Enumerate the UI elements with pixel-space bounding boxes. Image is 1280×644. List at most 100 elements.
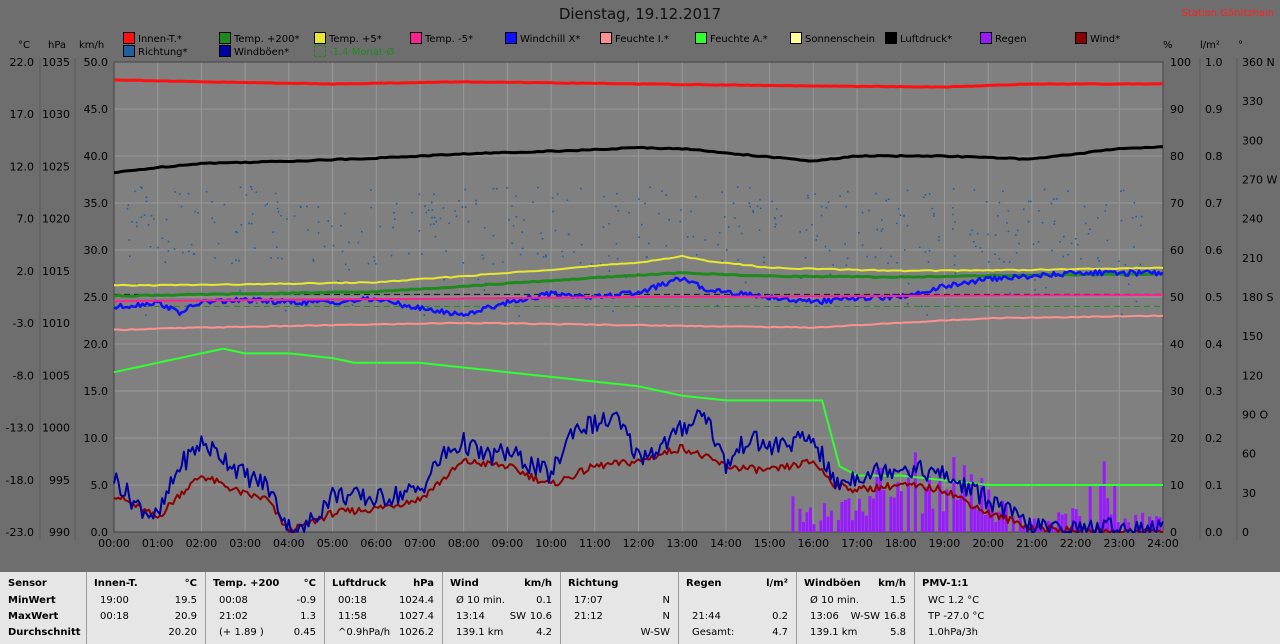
- direction-point: [511, 205, 513, 207]
- weather-chart: 22.0 17.0 12.0 7.0 2.0 -3.0 -8.0 -13.0 -18.0 -23.…: [6, 56, 1278, 550]
- stats-time: 139.1 km: [456, 627, 504, 638]
- direction-point: [443, 278, 446, 281]
- wind-tick-label: 50.0: [84, 56, 109, 69]
- direction-point: [433, 223, 435, 225]
- direction-point: [725, 249, 728, 251]
- legend-label: Innen-T.*: [138, 34, 182, 45]
- direction-point: [178, 193, 181, 195]
- stats-direction: SW: [509, 611, 526, 622]
- direction-point: [649, 186, 652, 189]
- direction-point: [861, 244, 864, 247]
- wind-tick-label: 40.0: [84, 150, 109, 163]
- direction-point: [205, 190, 208, 193]
- temp-tick-label: 22.0: [10, 56, 35, 69]
- rain-bar: [819, 520, 823, 532]
- direction-point: [312, 258, 315, 261]
- direction-point: [427, 307, 429, 309]
- time-tick-label: 20:00: [972, 537, 1004, 550]
- direction-point: [395, 202, 398, 205]
- rain-bar: [983, 514, 987, 532]
- direction-point: [695, 195, 697, 198]
- rain-bar: [990, 509, 994, 532]
- direction-point: [551, 197, 554, 199]
- direction-point: [545, 254, 547, 257]
- direction-point: [887, 262, 889, 264]
- legend-swatch: [123, 32, 135, 44]
- rain-bar: [931, 508, 935, 532]
- direction-point: [540, 232, 542, 234]
- direction-point: [180, 205, 183, 208]
- rain-bar: [882, 490, 886, 532]
- direction-point: [1053, 223, 1056, 225]
- direction-point: [182, 251, 184, 254]
- direction-point: [194, 210, 197, 213]
- direction-point: [1096, 217, 1099, 219]
- direction-point: [427, 209, 430, 211]
- stats-direction: W-SW: [850, 611, 880, 622]
- rain-bar: [938, 469, 942, 532]
- direction-point: [293, 215, 296, 217]
- direction-point: [603, 195, 605, 198]
- direction-point: [938, 236, 940, 238]
- direction-point: [774, 225, 776, 228]
- series-line: [113, 271, 1164, 298]
- direction-point: [749, 205, 752, 208]
- direction-point: [580, 243, 583, 246]
- stats-value: 1026.2: [399, 627, 434, 638]
- direction-point: [421, 253, 423, 255]
- legend-swatch: [219, 32, 231, 44]
- direction-point: [276, 201, 279, 204]
- direction-point: [275, 246, 278, 248]
- direction-point: [566, 199, 569, 202]
- rain-bar: [1011, 516, 1015, 532]
- rain-bar: [1113, 485, 1117, 532]
- rain-tick-label: 0.0: [1205, 526, 1223, 539]
- rain-bar: [1099, 484, 1103, 532]
- wind-tick-label: 20.0: [84, 338, 109, 351]
- direction-point: [145, 200, 148, 203]
- rain-bar: [959, 494, 963, 532]
- time-tick-label: 00:00: [98, 537, 130, 550]
- stats-block: Wind km/h Ø 10 min. 0.1 13:14 SW 10.6 139.1 km 4…: [442, 572, 560, 644]
- rain-tick-label: 0.2: [1205, 432, 1223, 445]
- rain-bar: [812, 524, 816, 532]
- direction-point: [928, 249, 931, 252]
- direction-point: [373, 260, 376, 262]
- direction-point: [1097, 257, 1099, 259]
- direction-point: [1015, 234, 1017, 236]
- direction-point: [408, 252, 410, 255]
- direction-point: [987, 233, 989, 236]
- rain-bar: [850, 520, 854, 532]
- pressure-tick-label: 1005: [42, 369, 70, 382]
- rain-bar: [1127, 522, 1131, 532]
- direction-point: [164, 261, 167, 264]
- direction-point: [811, 224, 813, 226]
- rain-bar: [941, 511, 945, 532]
- direction-point: [272, 231, 274, 233]
- rain-bar: [836, 519, 840, 532]
- direction-point: [128, 255, 131, 258]
- direction-point: [379, 225, 382, 228]
- direction-point: [1053, 220, 1056, 223]
- direction-point: [933, 215, 935, 217]
- stats-value: 1027.4: [399, 611, 434, 622]
- series-line: [114, 314, 1164, 332]
- rain-bar: [1155, 516, 1159, 532]
- rain-bar: [913, 452, 917, 532]
- legend-swatch: [123, 45, 135, 57]
- direction-point: [829, 273, 832, 276]
- rain-bar: [1088, 486, 1092, 532]
- legend-item: Innen-T.*: [123, 32, 182, 45]
- direction-point: [987, 261, 990, 263]
- legend-swatch: [790, 32, 802, 44]
- stats-block: Windböen km/h Ø 10 min. 1.5 13:06 W-SW 16.8 139…: [796, 572, 914, 644]
- direction-point: [759, 207, 762, 210]
- direction-point: [1083, 205, 1086, 208]
- direction-point: [971, 229, 973, 232]
- direction-point: [210, 201, 213, 203]
- stats-value: N: [662, 611, 670, 622]
- direction-point: [1034, 279, 1036, 281]
- direction-point: [341, 250, 344, 253]
- direction-point: [523, 219, 525, 221]
- direction-point: [1055, 198, 1058, 200]
